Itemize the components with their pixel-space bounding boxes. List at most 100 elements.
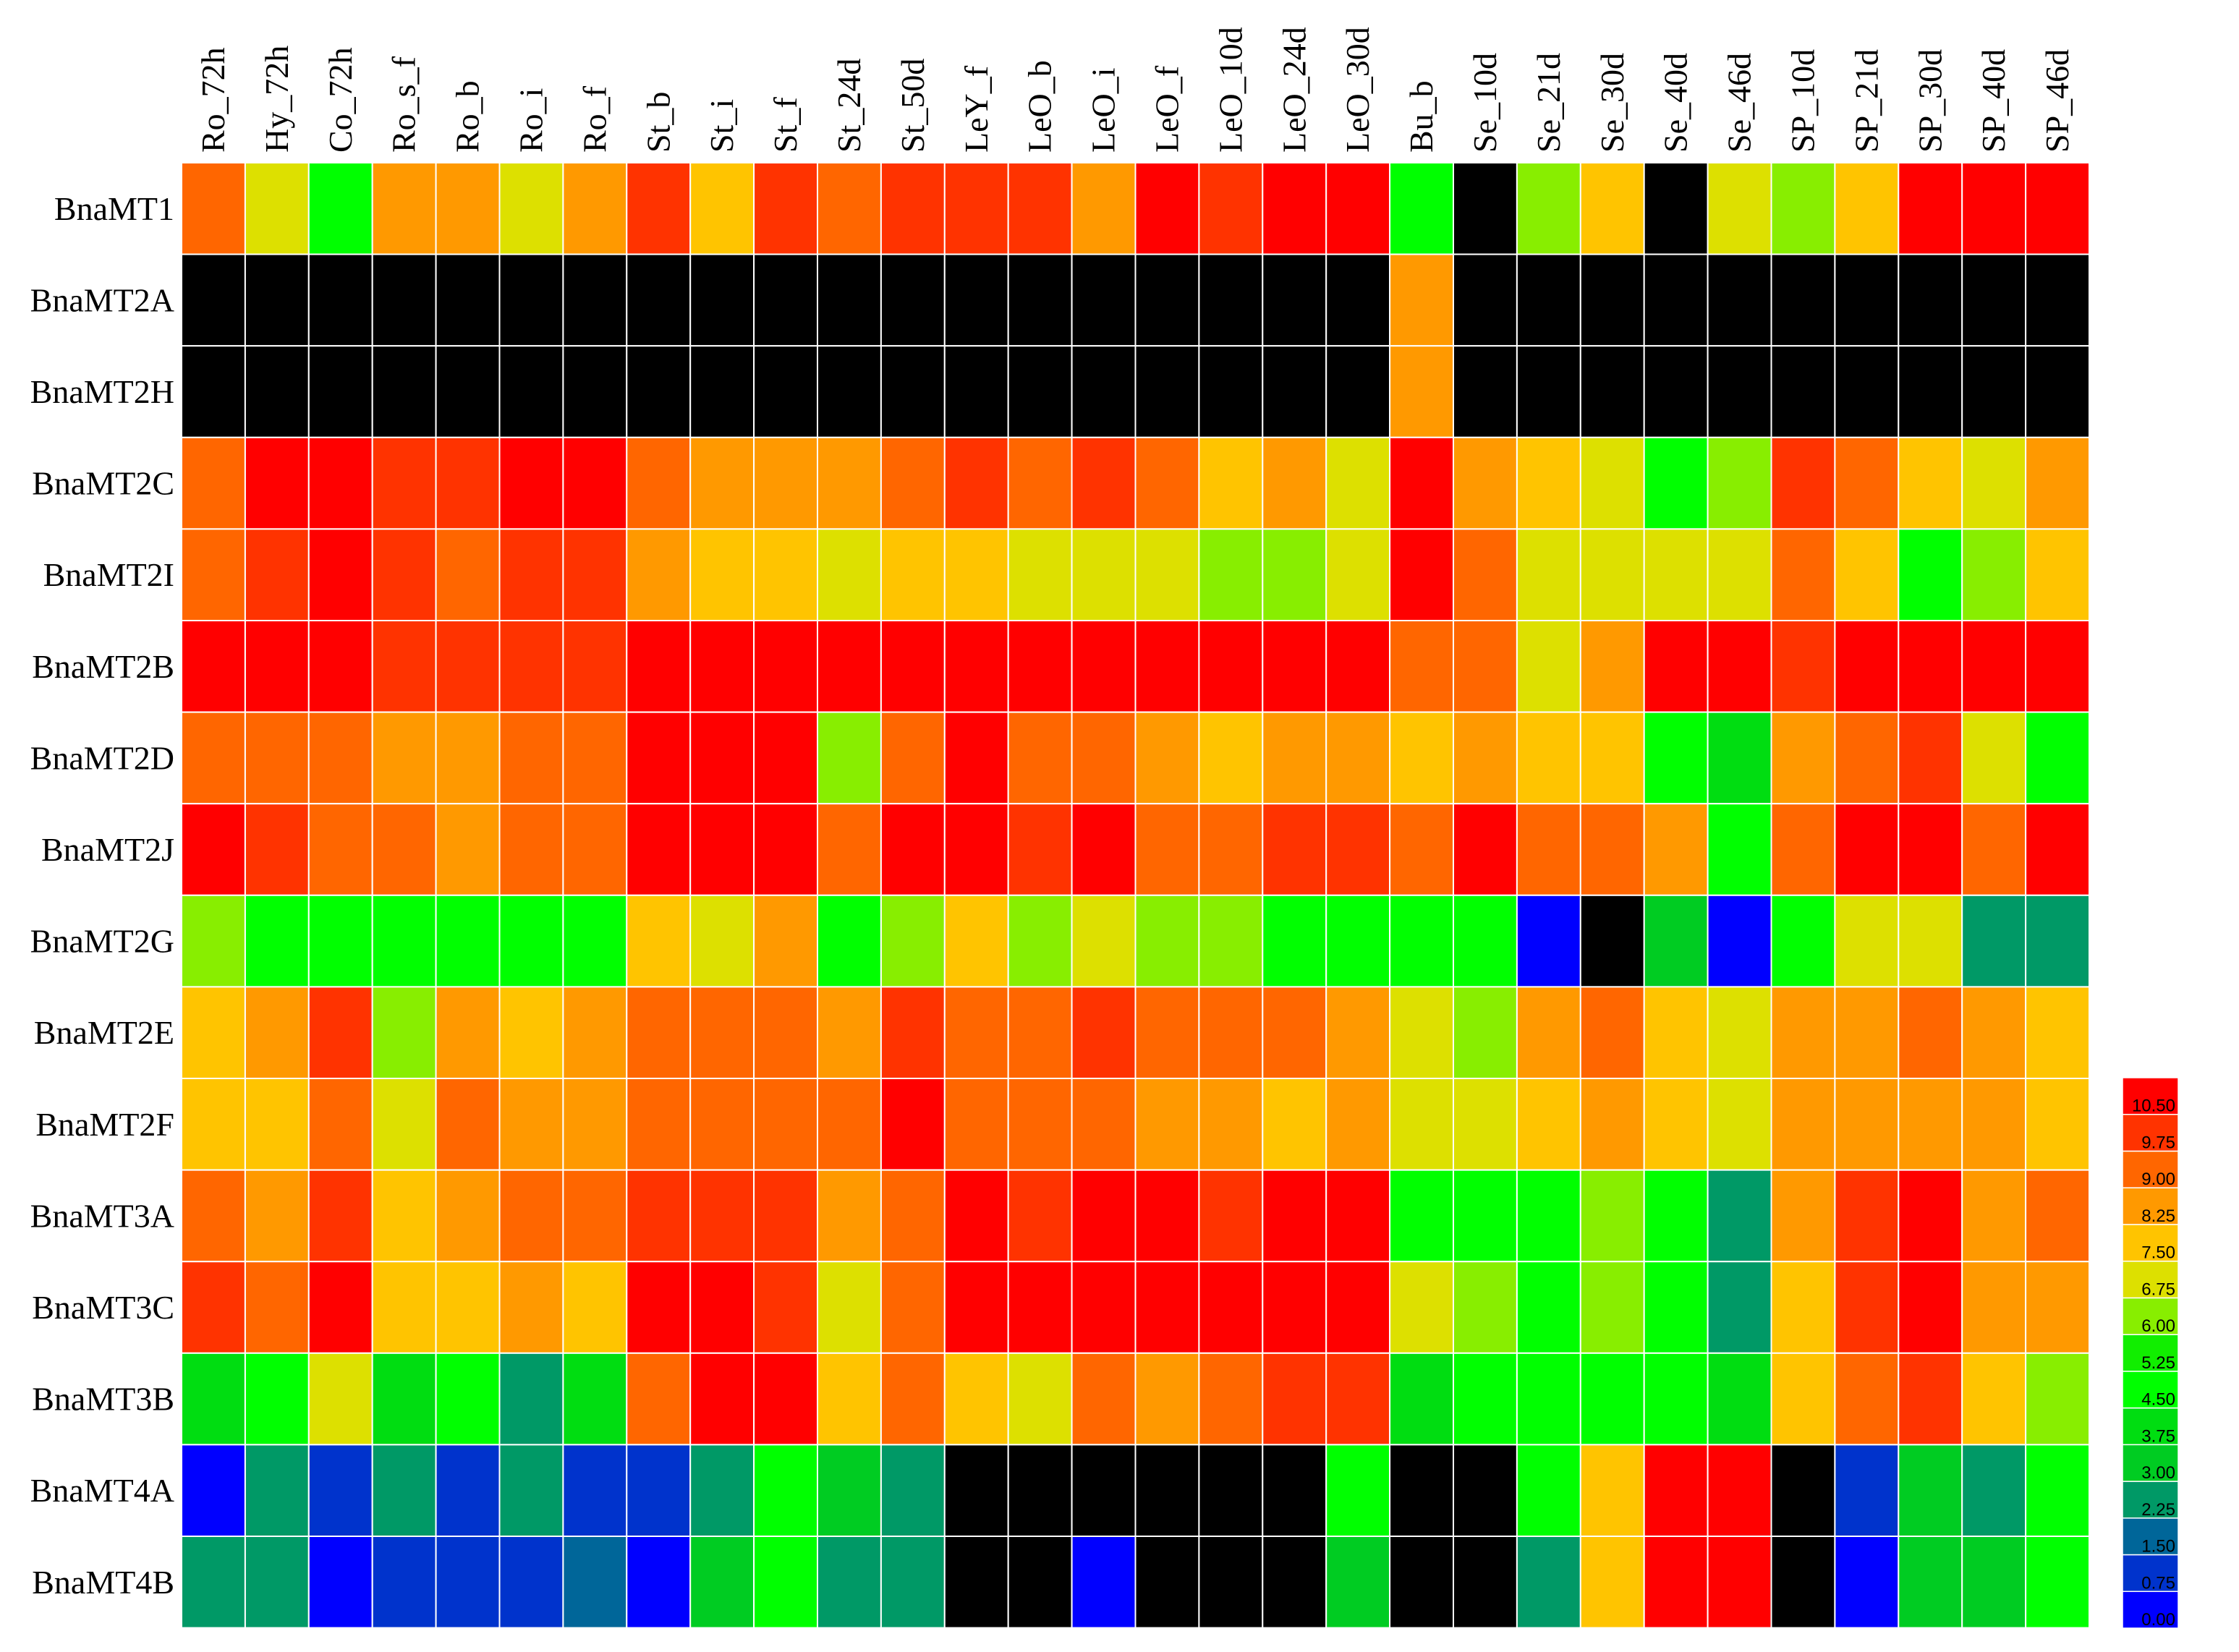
column-label: Bu_b [1403, 80, 1440, 153]
heatmap-cell [498, 436, 564, 530]
heatmap-cell [2025, 620, 2091, 713]
heatmap-cell [1325, 1169, 1391, 1263]
heatmap-cell [1325, 803, 1391, 896]
heatmap-cell [1134, 1169, 1200, 1263]
column-label: LeO_i [1085, 67, 1122, 153]
heatmap-cell [244, 620, 310, 713]
row-label: BnaMT2D [30, 739, 174, 776]
heatmap-cell [371, 1444, 437, 1538]
heatmap-cell [1007, 1352, 1073, 1446]
heatmap-cell [1198, 1261, 1264, 1354]
row-label: BnaMT3A [30, 1197, 174, 1234]
heatmap-cell [307, 1078, 373, 1171]
heatmap-cell [753, 1352, 818, 1446]
heatmap-cell [1453, 436, 1518, 530]
row-label: BnaMT2B [32, 648, 174, 685]
heatmap-cell [1516, 711, 1581, 805]
heatmap-cell [1579, 1444, 1645, 1538]
column-label: Se_21d [1530, 53, 1567, 153]
heatmap-cell [1643, 1536, 1709, 1629]
column-label: LeY_f [958, 65, 995, 153]
heatmap-cell [2025, 1261, 2091, 1354]
heatmap-cell [1961, 162, 2027, 255]
heatmap-cell [371, 894, 437, 988]
column-label: Se_10d [1466, 53, 1503, 153]
legend-swatch [2122, 1371, 2179, 1409]
heatmap-cell [943, 711, 1009, 805]
heatmap-cell [1770, 253, 1836, 347]
column-label: Ro_f [576, 85, 613, 153]
heatmap-cell [1071, 1536, 1137, 1629]
heatmap-cell [371, 1536, 437, 1629]
heatmap-cell [943, 1444, 1009, 1538]
heatmap-cell [1325, 711, 1391, 805]
heatmap-cell [244, 986, 310, 1080]
heatmap-cell [1453, 1444, 1518, 1538]
heatmap-cell [1071, 894, 1137, 988]
heatmap-cell [689, 1261, 755, 1354]
heatmap-cell [181, 1261, 246, 1354]
heatmap-cell [307, 1444, 373, 1538]
heatmap-cell [1262, 162, 1327, 255]
heatmap-cell [943, 1352, 1009, 1446]
heatmap-cell [1643, 1169, 1709, 1263]
heatmap-cell [1134, 1078, 1200, 1171]
heatmap-cell [689, 986, 755, 1080]
row-label: BnaMT1 [54, 190, 174, 227]
heatmap-cell [1898, 1444, 1963, 1538]
heatmap-cell [371, 1169, 437, 1263]
heatmap-cell [498, 986, 564, 1080]
heatmap-cell [1707, 1444, 1772, 1538]
heatmap-cell [943, 620, 1009, 713]
column-label: Ro_b [449, 80, 486, 153]
heatmap-cell [817, 528, 882, 622]
heatmap-cell [181, 894, 246, 988]
heatmap-cell [689, 1536, 755, 1629]
heatmap-cell [1325, 1444, 1391, 1538]
heatmap-cell [1134, 803, 1200, 896]
heatmap-cell [880, 711, 946, 805]
heatmap-cell [244, 711, 310, 805]
heatmap-cell [307, 1169, 373, 1263]
heatmap-cell [626, 1444, 692, 1538]
heatmap-cell [1643, 1261, 1709, 1354]
heatmap-cell [1579, 528, 1645, 622]
heatmap-cell [498, 345, 564, 438]
heatmap-cell [626, 1078, 692, 1171]
heatmap-cell [1007, 253, 1073, 347]
heatmap-cell [435, 253, 501, 347]
heatmap-cell [244, 1444, 310, 1538]
heatmap-cell [307, 345, 373, 438]
heatmap-cell [1643, 711, 1709, 805]
heatmap-cell [2025, 162, 2091, 255]
column-label: SP_21d [1848, 49, 1885, 153]
heatmap-cell [1134, 711, 1200, 805]
heatmap-cell [562, 162, 628, 255]
heatmap-cell [817, 1536, 882, 1629]
row-label: BnaMT2G [30, 923, 174, 960]
legend-tick-label: 0.00 [2141, 1610, 2175, 1630]
heatmap-cell [1707, 436, 1772, 530]
heatmap-cell [562, 986, 628, 1080]
heatmap-cell [1325, 253, 1391, 347]
column-label: Ro_i [512, 88, 549, 153]
heatmap-cell [2025, 528, 2091, 622]
heatmap-cell [1834, 162, 1900, 255]
heatmap-cell [1198, 711, 1264, 805]
heatmap-cell [1453, 1261, 1518, 1354]
heatmap-cell [1198, 1169, 1264, 1263]
heatmap-cell [498, 1352, 564, 1446]
heatmap-cell [562, 345, 628, 438]
heatmap-cell [1579, 1536, 1645, 1629]
heatmap-cell [1071, 1261, 1137, 1354]
heatmap-cell [1707, 345, 1772, 438]
heatmap-cell [1007, 803, 1073, 896]
heatmap-cell [943, 162, 1009, 255]
heatmap-cell [1898, 1078, 1963, 1171]
legend-tick-label: 3.00 [2141, 1463, 2175, 1483]
heatmap-cell [817, 345, 882, 438]
heatmap-cell [244, 894, 310, 988]
heatmap-cell [880, 620, 946, 713]
heatmap-cell [1770, 1078, 1836, 1171]
